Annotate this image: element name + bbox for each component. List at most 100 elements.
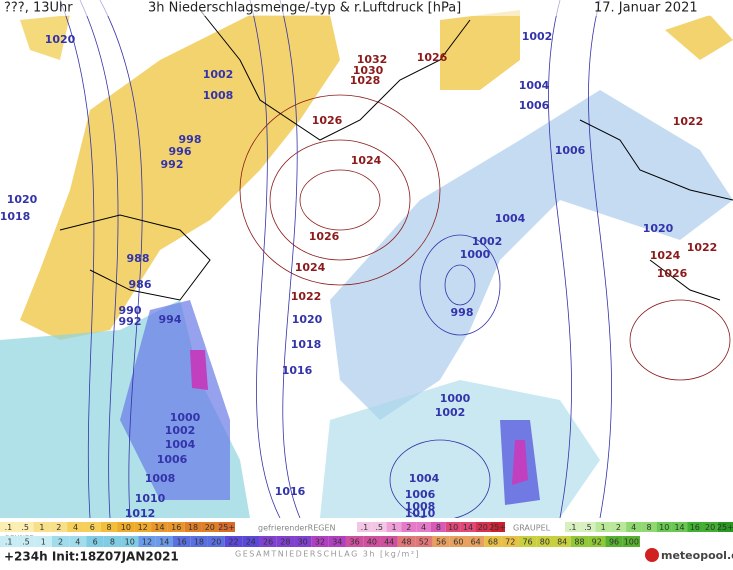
scale-box: [276, 536, 295, 547]
scale-label: 64: [471, 538, 481, 547]
scale-box: [69, 536, 87, 547]
scale-label: 6: [93, 538, 98, 547]
scale-label: 32: [315, 538, 325, 547]
scale-box: [328, 536, 346, 547]
run-info: +234h Init:18Z07JAN2021: [4, 550, 179, 564]
scale-box: [0, 522, 17, 532]
scale-label: .5: [21, 523, 29, 532]
scale-box: [103, 536, 122, 547]
isobar-label: 1020: [45, 33, 76, 46]
scale-label: 68: [488, 538, 498, 547]
snow-area: [440, 10, 520, 90]
isobar-label: 1008: [203, 89, 234, 102]
isobar-label: 1006: [405, 488, 436, 501]
scale-label: 8: [107, 523, 112, 532]
isobar-label: 1006: [519, 99, 550, 112]
header-time: ???, 13Uhr: [4, 1, 73, 16]
scale-label: 20: [211, 538, 221, 547]
scale-box: [34, 536, 52, 547]
isobar-label: 1000: [440, 392, 471, 405]
scale-label: .1: [5, 523, 13, 532]
header-bg: [0, 0, 733, 16]
scale-box: [431, 522, 446, 532]
isobar-label: 992: [119, 315, 142, 328]
scale-label: 14: [463, 523, 473, 532]
scale-label: 96: [609, 538, 619, 547]
scale-label: 2: [58, 538, 63, 547]
scale-box: [475, 522, 491, 532]
isobar-label: 992: [161, 158, 184, 171]
scale-label: 20: [205, 523, 215, 532]
scale-box: [445, 522, 461, 532]
isobar-label: 990: [119, 304, 142, 317]
scale-label: 2: [616, 523, 621, 532]
isobar-label: 1000: [170, 411, 201, 424]
isobar-label: 1016: [275, 485, 306, 498]
scale-label: 4: [421, 523, 426, 532]
isobar-label: 1022: [673, 115, 704, 128]
scale-box: [138, 536, 156, 547]
snow-area: [20, 15, 340, 340]
scale-label: 20: [478, 523, 488, 532]
scale-label: 26: [263, 538, 273, 547]
scale-box: [0, 536, 18, 547]
scale-box: [155, 536, 173, 547]
isobar-label: 1008: [145, 472, 176, 485]
scale-label: 2: [406, 523, 411, 532]
scale-box: [207, 536, 225, 547]
isobar-label: 998: [179, 133, 202, 146]
scale-box: [242, 536, 260, 547]
scale-box: [83, 522, 101, 532]
scale-label: 84: [557, 538, 567, 547]
rain-label: gefrierenderREGEN: [258, 524, 336, 533]
isobar-label: 1024: [295, 261, 326, 274]
isobars: [59, 0, 731, 521]
isobar-label: 994: [159, 313, 182, 326]
scale-label: 12: [138, 523, 148, 532]
rain-core: [190, 350, 208, 390]
scale-box: [363, 536, 381, 547]
scale-box: [484, 536, 502, 547]
isobar-label: 1010: [135, 492, 166, 505]
header-title: 3h Niederschlagsmenge/-typ & r.Luftdruck…: [148, 1, 461, 16]
scale-box: [610, 522, 627, 532]
graupel-label: GRAUPEL: [513, 524, 551, 533]
scale-box: [172, 536, 191, 547]
scale-box: [167, 522, 185, 532]
isobar-label: 1020: [292, 313, 323, 326]
scale-label: 12: [142, 538, 152, 547]
scale-label: 100: [624, 538, 639, 547]
scale-label: 10: [121, 523, 131, 532]
scale-label: 34: [332, 538, 342, 547]
scale-label: 22: [228, 538, 238, 547]
scale-label: 14: [674, 523, 684, 532]
scale-label: 16: [690, 523, 700, 532]
isobar-label: 1022: [291, 290, 322, 303]
scale-box: [449, 536, 468, 547]
scale-box: [184, 522, 202, 532]
scale-box: [51, 536, 70, 547]
rain-area: [330, 90, 733, 420]
scale-label: 80: [540, 538, 550, 547]
scale-label: 14: [154, 523, 164, 532]
scale-box: [134, 522, 152, 532]
scale-box: [460, 522, 476, 532]
scale-label: 8: [646, 523, 651, 532]
isobar-label: 1026: [657, 267, 688, 280]
scale-box: [553, 536, 571, 547]
isobar-label: 1026: [312, 114, 343, 127]
scale-label: 14: [159, 538, 169, 547]
scale-box: [371, 522, 387, 532]
scale-label: 4: [75, 538, 80, 547]
scale-box: [67, 522, 84, 532]
isobar-label: 1024: [650, 249, 681, 262]
scale-label: 4: [631, 523, 636, 532]
isobar-label: 988: [127, 252, 150, 265]
scale-label: 6: [90, 523, 95, 532]
scale-label: 10: [448, 523, 458, 532]
scale-label: .1: [569, 523, 577, 532]
scale-box: [401, 522, 417, 532]
isobar-label: 1006: [157, 453, 188, 466]
isobar-label: 1026: [309, 230, 340, 243]
isobar-label: 1002: [472, 235, 503, 248]
